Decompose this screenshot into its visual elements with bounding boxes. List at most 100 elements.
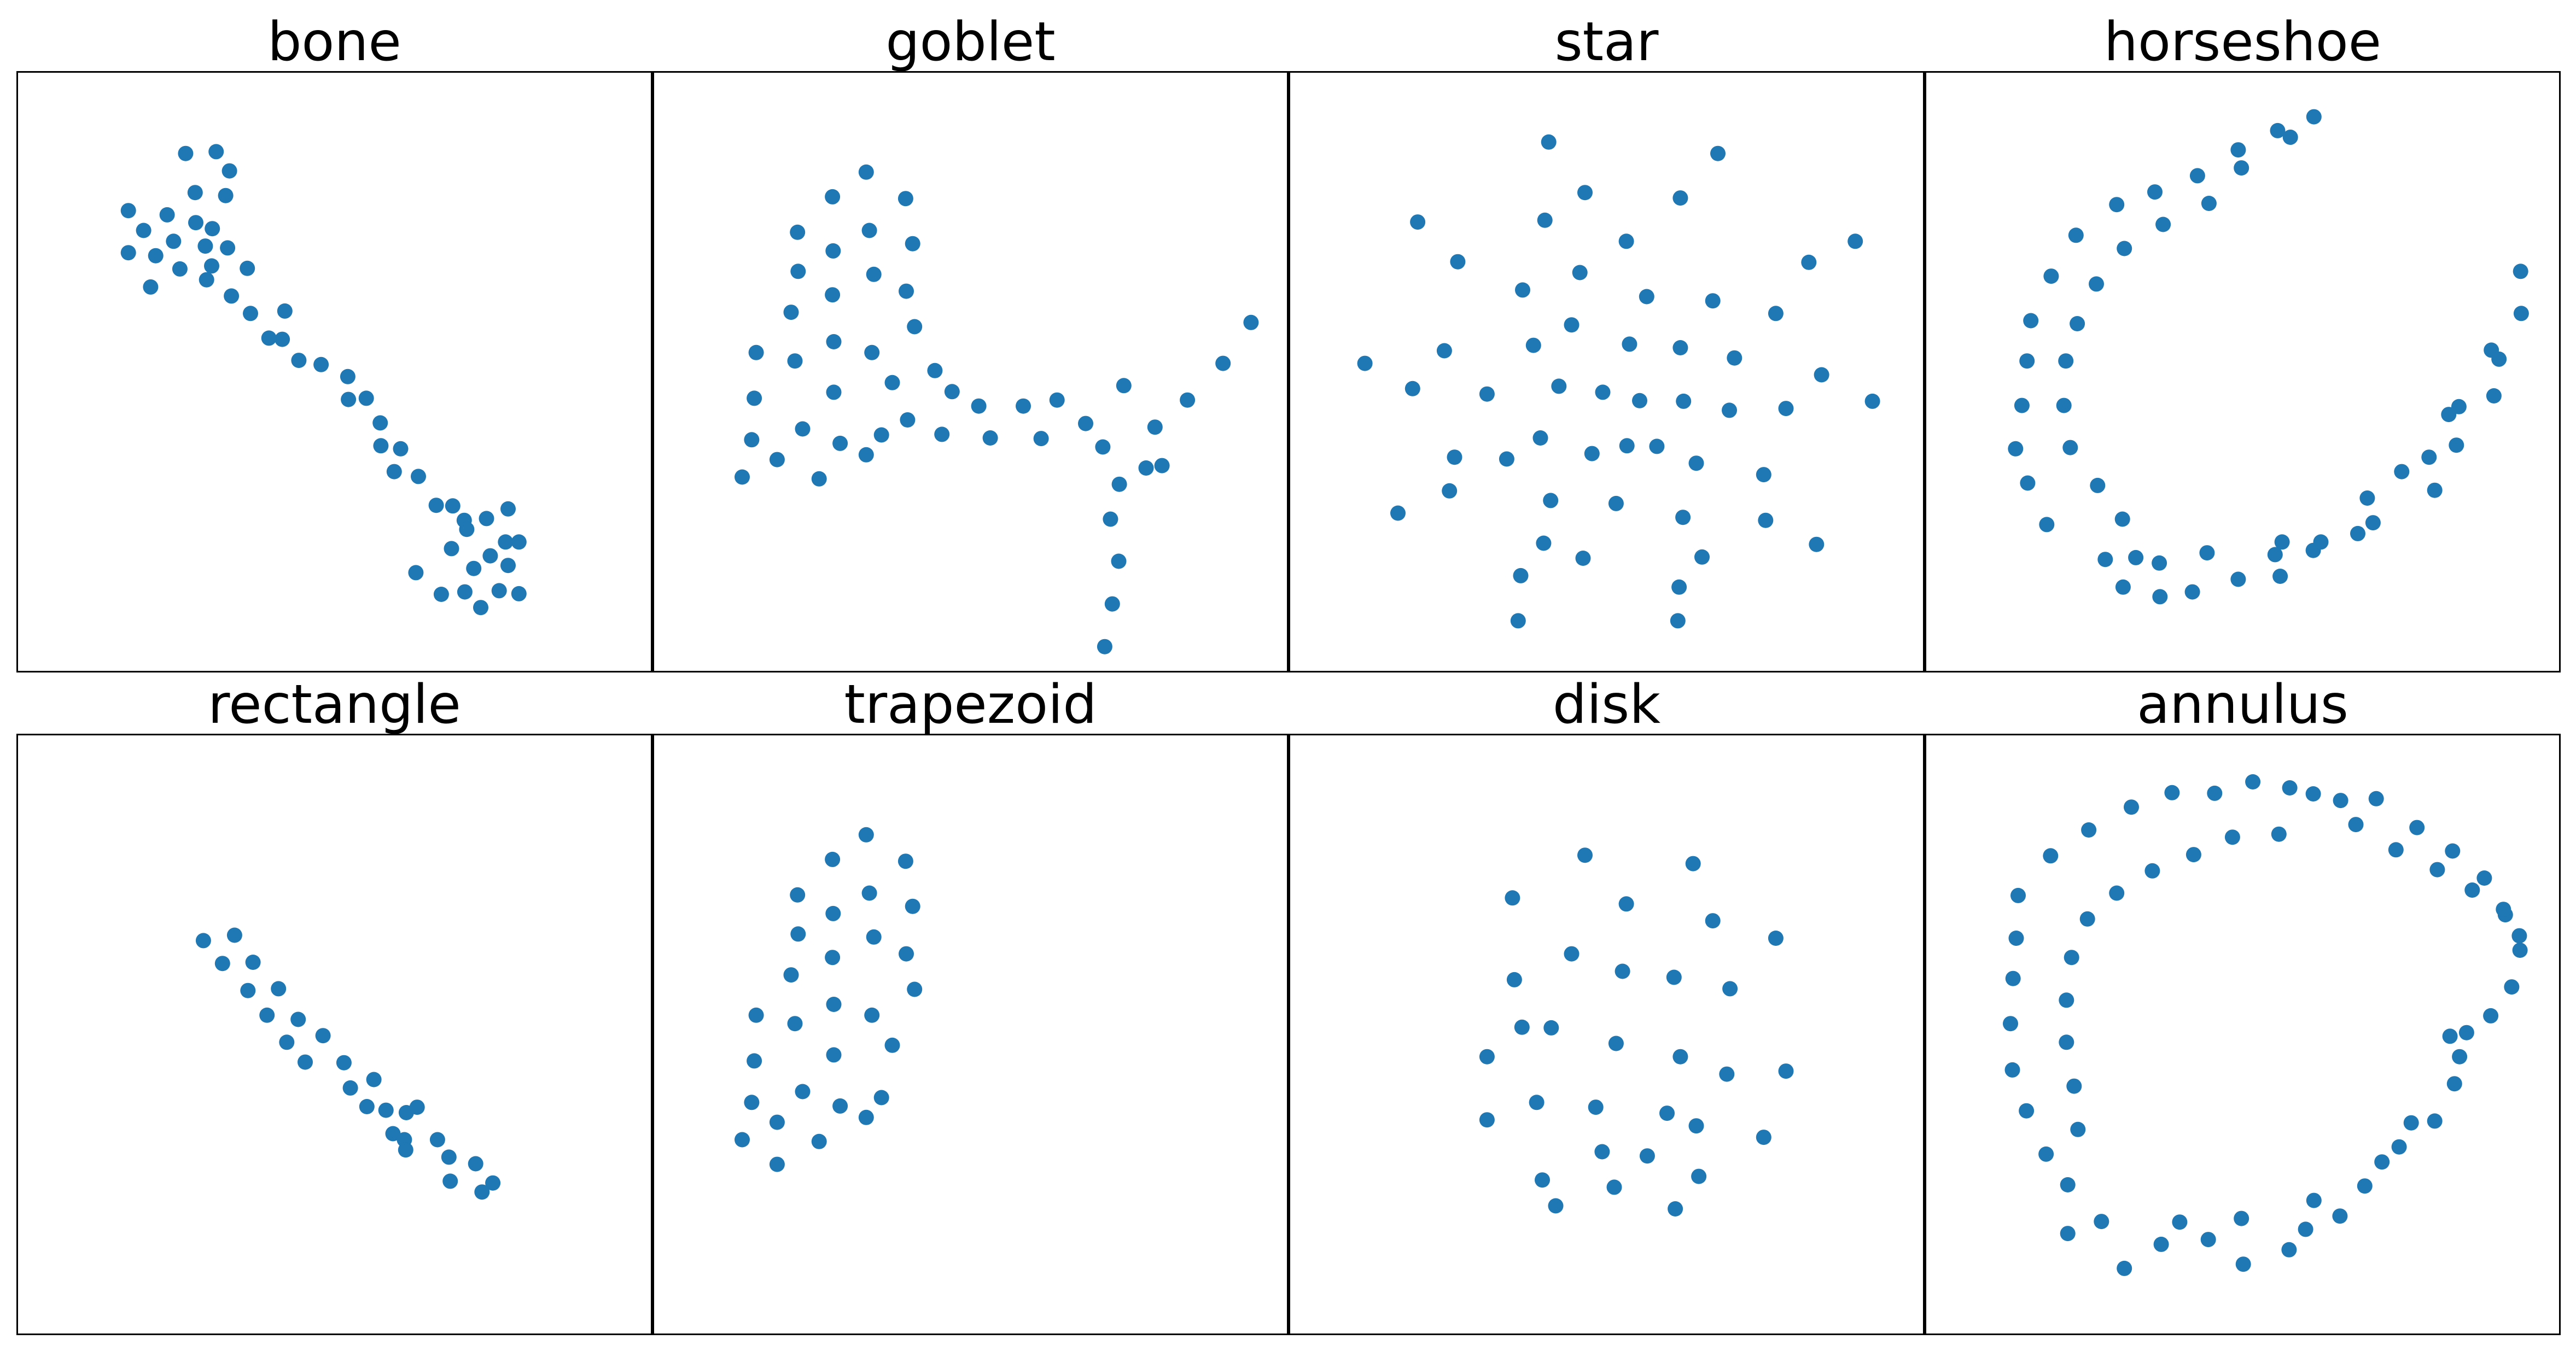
scatter-point bbox=[971, 398, 987, 414]
scatter-point bbox=[2004, 1062, 2020, 1078]
scatter-point bbox=[2452, 1049, 2468, 1065]
scatter-point bbox=[1722, 981, 1738, 997]
scatter-point bbox=[120, 245, 136, 261]
scatter-point bbox=[315, 1028, 331, 1044]
scatter-point bbox=[2357, 1178, 2373, 1194]
scatter-plot bbox=[2003, 774, 2528, 1276]
scatter-point bbox=[735, 1132, 750, 1148]
scatter-point bbox=[1727, 350, 1742, 366]
scatter-point bbox=[2394, 464, 2410, 479]
scatter-point bbox=[473, 600, 488, 616]
scatter-point bbox=[291, 353, 307, 369]
scatter-point bbox=[864, 344, 880, 360]
scatter-point bbox=[735, 469, 750, 485]
scatter-point bbox=[2365, 515, 2381, 531]
scatter-point bbox=[873, 427, 889, 443]
scatter-point bbox=[1659, 1106, 1675, 1121]
scatter-point bbox=[2512, 943, 2528, 958]
scatter-point bbox=[1180, 392, 1196, 408]
scatter-point bbox=[1688, 1118, 1704, 1134]
scatter-point bbox=[2429, 862, 2445, 878]
scatter-point bbox=[1404, 381, 1420, 396]
scatter-point bbox=[2513, 306, 2529, 321]
scatter-point bbox=[398, 1142, 413, 1158]
scatter-point bbox=[1768, 931, 1784, 946]
scatter-point bbox=[1666, 969, 1682, 985]
scatter-point bbox=[2442, 1028, 2458, 1044]
scatter-point bbox=[2281, 1242, 2297, 1258]
scatter-point bbox=[2109, 885, 2125, 901]
scatter-point bbox=[1033, 431, 1049, 447]
scatter-point bbox=[884, 375, 900, 390]
scatter-point bbox=[1632, 393, 1647, 408]
scatter-point bbox=[861, 885, 877, 901]
scatter-point bbox=[491, 583, 507, 599]
scatter-point bbox=[2062, 440, 2078, 455]
scatter-point bbox=[340, 369, 355, 384]
scatter-point bbox=[468, 1156, 483, 1172]
panel-title: rectangle bbox=[208, 674, 461, 736]
scatter-point bbox=[1357, 355, 1373, 371]
scatter-point bbox=[474, 1184, 490, 1200]
scatter-point bbox=[1619, 438, 1635, 454]
panel-horseshoe: horseshoe bbox=[1925, 14, 2561, 672]
scatter-point bbox=[2008, 441, 2024, 457]
scatter-point bbox=[2089, 276, 2104, 292]
scatter-point bbox=[1584, 446, 1600, 461]
scatter-point bbox=[1710, 145, 1726, 161]
scatter-point bbox=[905, 236, 920, 252]
scatter-point bbox=[172, 261, 188, 277]
scatter-point bbox=[1671, 579, 1687, 595]
scatter-point bbox=[2114, 511, 2130, 527]
scatter-point bbox=[2155, 217, 2171, 232]
scatter-point bbox=[1675, 510, 1691, 525]
scatter-point bbox=[378, 1102, 394, 1118]
scatter-point bbox=[783, 967, 799, 983]
scatter-point bbox=[466, 560, 482, 576]
scatter-point bbox=[897, 191, 913, 207]
scatter-point bbox=[2350, 525, 2365, 541]
scatter-point bbox=[441, 1149, 457, 1165]
scatter-point bbox=[2491, 351, 2507, 367]
scatter-point bbox=[2504, 979, 2520, 995]
panel-disk: disk bbox=[1289, 676, 1925, 1335]
scatter-point bbox=[1078, 416, 1093, 431]
scatter-point bbox=[826, 334, 842, 349]
scatter-point bbox=[342, 1080, 358, 1096]
panel-title: bone bbox=[267, 11, 401, 73]
scatter-point bbox=[2152, 589, 2168, 605]
scatter-point bbox=[372, 415, 388, 431]
panel-title: goblet bbox=[885, 11, 1056, 73]
scatter-point bbox=[2348, 817, 2364, 833]
scatter-point bbox=[826, 997, 842, 1012]
scatter-point bbox=[2403, 1115, 2419, 1131]
scatter-point bbox=[927, 362, 943, 378]
scatter-point bbox=[1505, 890, 1520, 906]
scatter-point bbox=[199, 272, 214, 288]
scatter-point bbox=[2081, 822, 2097, 838]
scatter-point bbox=[811, 1133, 827, 1149]
scatter-point bbox=[790, 926, 806, 942]
scatter-point bbox=[366, 1072, 382, 1087]
scatter-point bbox=[259, 1007, 275, 1023]
panel-rectangle: rectangle bbox=[16, 676, 652, 1335]
scatter-point bbox=[1499, 451, 1514, 467]
scatter-point bbox=[178, 145, 194, 161]
scatter-point bbox=[2374, 1154, 2390, 1170]
scatter-point bbox=[1608, 495, 1624, 511]
scatter-point bbox=[2449, 437, 2464, 453]
scatter-point bbox=[1543, 493, 1559, 508]
scatter-point bbox=[428, 498, 444, 513]
scatter-point bbox=[2097, 552, 2113, 568]
scatter-point bbox=[790, 887, 806, 903]
scatter-point bbox=[1510, 613, 1526, 629]
scatter-point bbox=[826, 1047, 842, 1063]
scatter-point bbox=[442, 1173, 458, 1189]
scatter-point bbox=[2207, 785, 2223, 801]
scatter-point bbox=[1577, 185, 1593, 201]
scatter-point bbox=[1778, 401, 1794, 417]
scatter-point bbox=[2094, 1214, 2109, 1230]
scatter-point bbox=[2164, 785, 2180, 800]
scatter-point bbox=[864, 1007, 880, 1023]
scatter-point bbox=[934, 426, 950, 442]
